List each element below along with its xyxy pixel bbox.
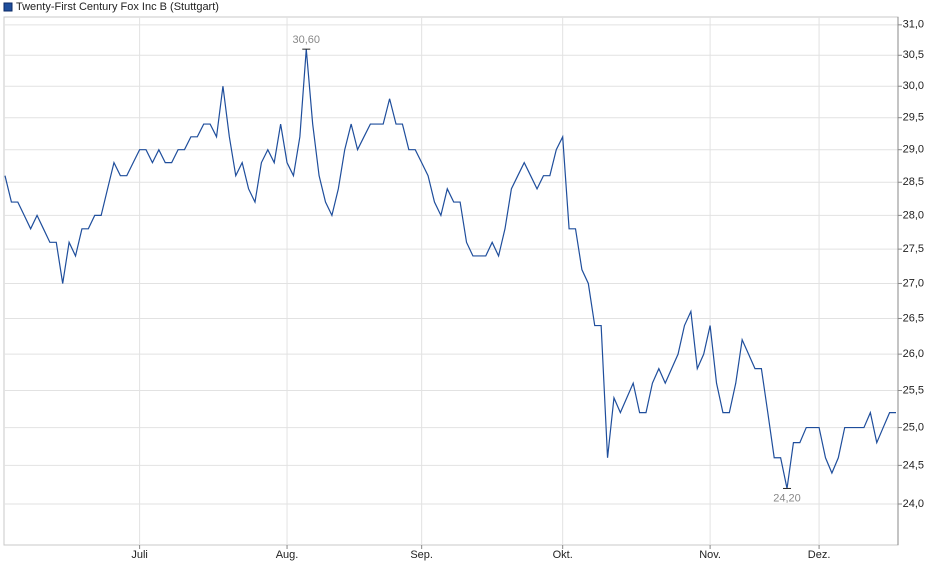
x-tick-label: Juli [131,549,148,561]
legend-label: Twenty-First Century Fox Inc B (Stuttgar… [16,1,219,13]
x-tick-label: Okt. [553,549,573,561]
y-tick-label: 24,5 [903,459,924,471]
x-tick-label: Aug. [276,549,299,561]
y-tick-label: 31,0 [903,19,924,31]
annotation-label: 30,60 [293,34,321,46]
annotation-label: 24,20 [773,492,801,504]
y-tick-label: 29,5 [903,112,924,124]
x-tick-label: Sep. [410,549,433,561]
y-tick-label: 28,5 [903,176,924,188]
y-tick-label: 27,5 [903,243,924,255]
y-tick-label: 30,0 [903,80,924,92]
y-tick-label: 25,0 [903,421,924,433]
y-tick-label: 25,5 [903,384,924,396]
y-tick-label: 27,0 [903,277,924,289]
y-tick-label: 30,5 [903,49,924,61]
y-tick-label: 28,0 [903,209,924,221]
y-tick-label: 29,0 [903,144,924,156]
y-tick-label: 26,0 [903,348,924,360]
y-tick-label: 26,5 [903,312,924,324]
x-tick-label: Dez. [808,549,831,561]
y-tick-label: 24,0 [903,498,924,510]
x-tick-label: Nov. [699,549,721,561]
legend-swatch [3,2,13,12]
price-line [4,49,896,489]
plot-area [3,16,899,546]
